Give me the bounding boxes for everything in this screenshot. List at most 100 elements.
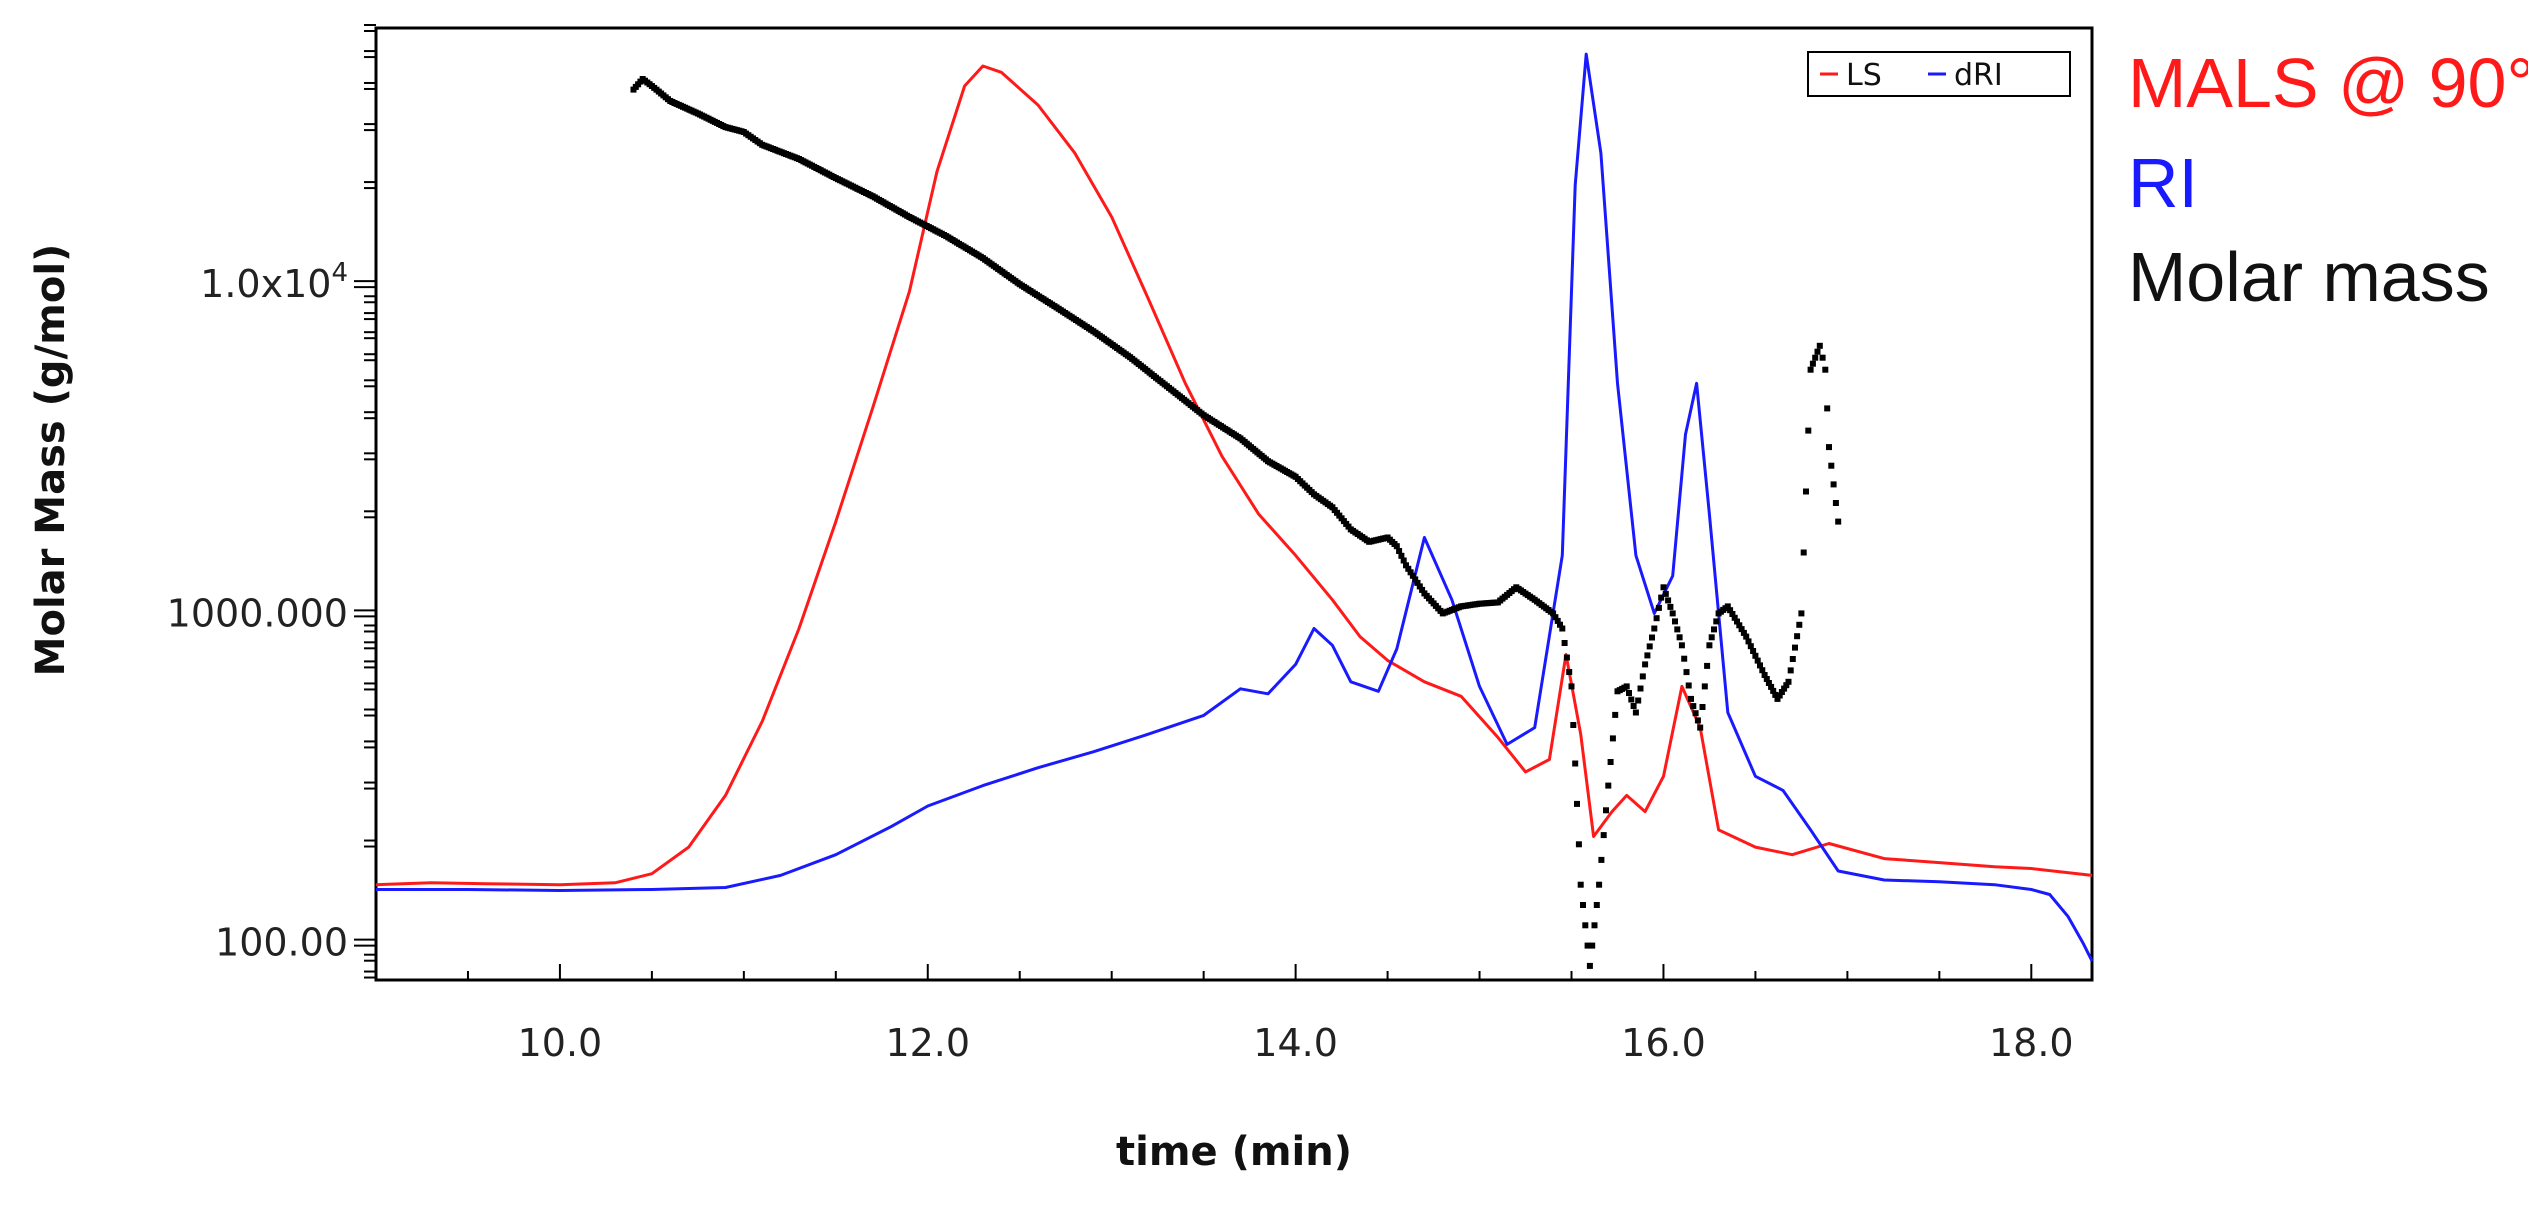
molar-mass-point xyxy=(1407,569,1414,576)
plot-frame xyxy=(374,26,2094,982)
molar-mass-series-dots xyxy=(630,76,1842,969)
molar-mass-point xyxy=(1582,922,1589,929)
molar-mass-point xyxy=(1761,672,1768,678)
molar-mass-point xyxy=(1637,685,1644,692)
molar-mass-point xyxy=(1688,695,1694,702)
molar-mass-point xyxy=(1685,682,1692,689)
molar-mass-point xyxy=(1665,597,1672,604)
molar-mass-point xyxy=(1745,638,1752,645)
molar-mass-point xyxy=(1768,683,1775,690)
molar-mass-point xyxy=(1824,405,1831,412)
legend: LS dRI xyxy=(1807,51,2071,97)
x-tick-label: 10.0 xyxy=(518,1021,603,1065)
molar-mass-point xyxy=(1706,642,1713,649)
molar-mass-point xyxy=(1683,669,1690,676)
molar-mass-point xyxy=(1603,807,1609,814)
x-axis: 10.0 12.0 14.0 16.0 18.0 xyxy=(375,964,2074,1065)
molar-mass-point xyxy=(1591,922,1598,929)
molar-mass-point xyxy=(1393,543,1400,550)
dri-series-line xyxy=(376,52,2094,962)
molar-mass-point xyxy=(1674,626,1681,633)
molar-mass-point xyxy=(1644,652,1651,659)
molar-mass-point xyxy=(1655,604,1662,611)
molar-mass-point xyxy=(1570,722,1577,728)
molar-mass-point xyxy=(1809,360,1816,367)
molar-mass-point xyxy=(1566,669,1573,675)
molar-mass-point xyxy=(1403,562,1409,569)
molar-mass-point xyxy=(1830,481,1837,488)
molar-mass-point xyxy=(1778,689,1785,695)
molar-mass-point xyxy=(1743,633,1750,640)
ri-label: RI xyxy=(2128,144,2198,222)
molar-mass-point xyxy=(1701,683,1708,690)
molar-mass-point xyxy=(1584,942,1591,949)
molar-mass-point xyxy=(1669,610,1676,617)
molar-mass-point xyxy=(1699,704,1706,710)
molar-mass-point xyxy=(1607,759,1614,765)
molar-mass-point xyxy=(1800,549,1807,556)
molar-mass-point xyxy=(1713,618,1720,625)
molar-mass-point xyxy=(1770,687,1777,694)
molar-mass-point xyxy=(1807,366,1814,373)
molar-mass-point xyxy=(1774,695,1781,702)
molar-mass-point xyxy=(1738,626,1745,633)
molar-mass-point xyxy=(1729,611,1736,617)
molar-mass-point xyxy=(1704,662,1711,669)
molar-mass-point xyxy=(1577,881,1584,888)
molar-mass-point xyxy=(1794,633,1801,640)
molar-mass-point xyxy=(1747,643,1754,650)
molar-mass-point xyxy=(1736,622,1743,629)
legend-ls-label: LS xyxy=(1846,58,1882,93)
molar-mass-point xyxy=(1667,603,1674,610)
molar-mass-point xyxy=(1781,685,1788,692)
molar-mass-point xyxy=(1776,692,1783,699)
y-tick-label: 1000.000 xyxy=(167,591,348,635)
molar-mass-point xyxy=(1822,366,1829,373)
molar-mass-point xyxy=(1828,462,1835,469)
molar-mass-point xyxy=(1783,682,1790,689)
molar-mass-point xyxy=(1586,962,1593,969)
molar-mass-point xyxy=(1785,678,1792,685)
molar-mass-point xyxy=(1609,735,1616,742)
molar-mass-point xyxy=(1651,625,1658,632)
x-axis-title: time (min) xyxy=(1116,1129,1352,1175)
y-tick-label-base: 1.0x10 xyxy=(200,262,331,306)
molar-mass-point xyxy=(1772,691,1779,698)
ls-series-line xyxy=(375,64,2093,887)
molar-mass-point xyxy=(1692,710,1699,717)
molar-mass-point xyxy=(1694,717,1701,724)
molar-mass-point xyxy=(1649,634,1655,641)
molar-mass-point xyxy=(1678,642,1685,649)
molar-mass-point xyxy=(1550,610,1557,617)
molar-mass-point xyxy=(1681,655,1688,662)
molar-mass-point xyxy=(1623,683,1630,690)
molar-mass-point xyxy=(1740,629,1747,636)
molar-mass-point xyxy=(1672,618,1678,625)
molar-mass-point xyxy=(1690,703,1697,710)
molar-mass-point xyxy=(1805,427,1812,434)
molar-mass-point xyxy=(1826,444,1832,451)
molar-mass-point xyxy=(1596,881,1603,888)
molar-mass-point xyxy=(1796,621,1803,628)
molar-mass-point xyxy=(1630,703,1637,709)
molar-mass-point xyxy=(1589,942,1596,949)
molar-mass-point xyxy=(1632,709,1639,716)
molar-mass-point xyxy=(1734,618,1740,625)
molar-mass-point xyxy=(1724,603,1731,610)
molar-mass-point xyxy=(1816,342,1823,349)
molar-mass-point xyxy=(1559,625,1566,632)
molar-mass-point xyxy=(1412,576,1419,583)
y-axis: 100.00 1000.000 1.0x104 xyxy=(167,24,376,979)
molar-mass-point xyxy=(1819,354,1826,361)
x-tick-label: 16.0 xyxy=(1621,1021,1706,1065)
molar-mass-point xyxy=(1574,800,1580,807)
molar-mass-point xyxy=(1763,676,1770,682)
molar-mass-point xyxy=(1600,832,1607,839)
molar-mass-point xyxy=(1398,552,1405,559)
molar-mass-point xyxy=(1765,680,1772,686)
molar-mass-point xyxy=(1626,690,1632,696)
molar-mass-point xyxy=(1697,724,1704,731)
series-layer xyxy=(375,52,2094,969)
molar-mass-point xyxy=(1708,634,1715,641)
